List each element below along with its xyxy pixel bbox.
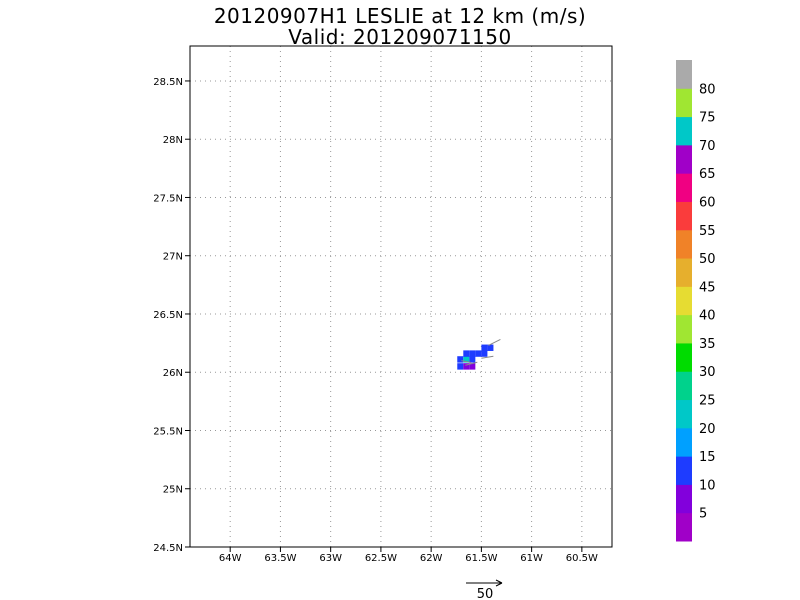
y-tick-label: 24.5N [153,543,183,554]
wind-vector [461,360,472,364]
colorbar-swatch [676,173,692,202]
colorbar-label: 35 [699,337,716,352]
colorbar-swatch [676,286,692,316]
colorbar-label: 65 [699,167,716,182]
colorbar-swatch [676,88,692,118]
colorbar-label: 70 [699,139,716,154]
colorbar-label: 10 [699,478,716,493]
plot-frame [189,45,613,548]
colorbar-swatch [676,60,692,89]
colorbar-label: 75 [699,111,716,126]
heatmap-cell [469,350,476,357]
x-tick-label: 63W [319,553,342,564]
wind-vector [481,355,494,359]
x-tick-label: 62W [420,553,443,564]
heatmap-cell [481,344,488,351]
x-tick-label: 60.5W [566,553,598,564]
y-tick-label: 27N [163,252,183,263]
heatmap-cell [463,350,470,357]
colorbar-label: 55 [699,224,716,239]
colorbar-swatch [676,201,692,231]
x-tick-label: 64W [219,553,242,564]
colorbar-swatch [676,258,692,287]
heatmap-cell [469,363,476,370]
colorbar-label: 20 [699,422,716,437]
x-tick-label: 62.5W [365,553,397,564]
colorbar-swatch [676,116,692,146]
colorbar-swatch [676,484,692,514]
x-tick-label: 61.5W [465,553,497,564]
colorbar-swatch [676,399,692,429]
colorbar-label: 15 [699,450,716,465]
colorbar-swatch [676,229,692,259]
heatmap-cell [463,363,470,370]
colorbar-label: 60 [699,195,716,210]
x-tick-label: 61W [520,553,543,564]
y-tick-label: 25.5N [153,426,183,437]
colorbar-swatch [676,427,692,457]
colorbar-label: 45 [699,280,716,295]
colorbar-label: 40 [699,309,716,324]
chart-subtitle: Valid: 201209071150 [288,25,512,49]
wind-vector [488,338,501,346]
colorbar-swatch [676,512,692,542]
y-tick-label: 27.5N [153,193,183,204]
wind-vector [465,361,478,366]
heatmap-cell [457,356,464,363]
heatmap-cell [463,356,470,363]
colorbar-label: 30 [699,365,716,380]
colorbar-label: 80 [699,82,716,97]
y-tick-label: 26.5N [153,310,183,321]
x-tick-label: 63.5W [264,553,296,564]
heatmap-cell [469,356,476,363]
heatmap-cell [487,344,494,351]
heatmap-cell [457,363,464,370]
y-tick-label: 25N [163,485,183,496]
reference-vector-label: 50 [477,587,494,600]
colorbar-label: 50 [699,252,716,267]
reference-vector-arrowhead [495,579,503,587]
chart-title: 20120907H1 LESLIE at 12 km (m/s) [213,4,587,28]
y-tick-label: 28N [163,135,183,146]
y-tick-label: 26N [163,368,183,379]
colorbar-label: 25 [699,394,716,409]
y-tick-label: 28.5N [153,77,183,88]
colorbar-label: 5 [699,507,707,522]
heatmap-cell [481,350,488,357]
heatmap-cell [475,350,482,357]
colorbar-swatch [676,371,692,401]
colorbar-swatch [676,314,692,344]
colorbar-swatch [676,144,692,174]
colorbar-swatch [676,342,692,372]
colorbar-swatch [676,456,692,485]
